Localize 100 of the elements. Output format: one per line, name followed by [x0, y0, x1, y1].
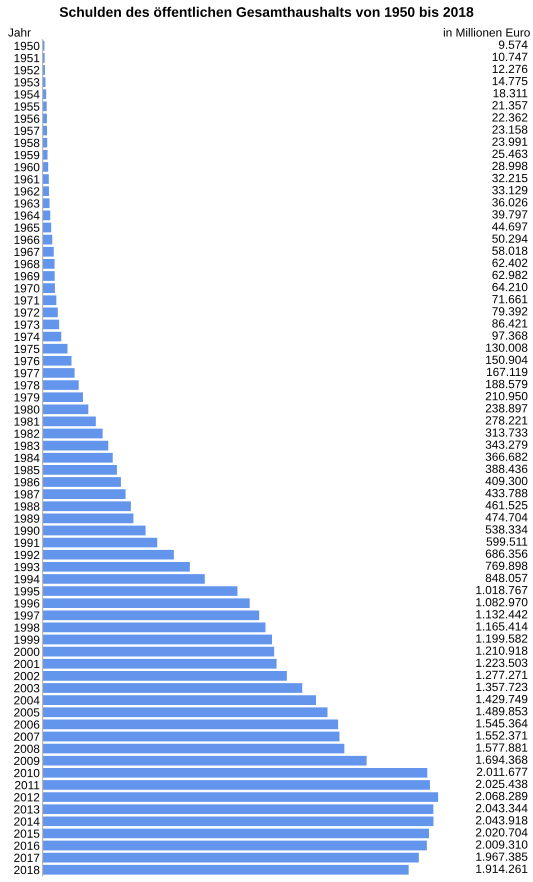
- data-label: 238.897: [486, 404, 528, 412]
- y-tick-label: 1996: [14, 599, 40, 608]
- bar: [42, 392, 83, 402]
- bar: [42, 307, 58, 318]
- data-label: 86.421: [492, 319, 528, 328]
- data-label: 188.579: [486, 380, 528, 388]
- bar: [42, 210, 50, 220]
- y-tick-label: 2006: [14, 720, 40, 729]
- bar: [42, 295, 56, 306]
- y-tick-label: 1990: [14, 526, 40, 535]
- bar: [42, 234, 52, 244]
- y-tick-label: 1958: [14, 138, 40, 148]
- y-tick-label: 2007: [14, 732, 40, 741]
- data-label: 538.334: [486, 525, 528, 534]
- data-label: 1.018.767: [476, 586, 528, 594]
- y-tick-label: 2000: [14, 648, 40, 656]
- data-label: 1.967.385: [476, 852, 528, 861]
- bar: [42, 150, 48, 160]
- bar: [42, 720, 338, 730]
- y-tick-label: 2010: [14, 768, 40, 778]
- bar: [42, 126, 48, 136]
- bar: [42, 562, 190, 572]
- y-tick-label: 2009: [14, 756, 40, 766]
- y-tick-label: 2012: [14, 793, 40, 802]
- y-tick-label: 1971: [14, 296, 40, 305]
- bar: [42, 416, 96, 426]
- bar: [42, 695, 316, 705]
- bar: [42, 586, 238, 596]
- y-tick-label: 1962: [14, 187, 40, 196]
- y-tick-label: 1955: [14, 102, 40, 111]
- data-label: 12.276: [492, 64, 528, 74]
- data-label: 1.132.442: [476, 610, 528, 618]
- data-label: 25.463: [492, 150, 528, 158]
- data-label: 1.914.261: [476, 864, 528, 873]
- data-label: 2.068.289: [476, 792, 528, 800]
- bar: [42, 489, 126, 499]
- bar: [42, 186, 49, 196]
- data-label: 1.210.918: [476, 646, 528, 655]
- y-tick-label: 2014: [14, 817, 40, 826]
- y-tick-label: 1951: [14, 54, 40, 62]
- bar: [42, 440, 108, 450]
- bar: [42, 271, 55, 281]
- data-label: 58.018: [492, 246, 528, 255]
- y-tick-label: 1965: [14, 224, 40, 232]
- bar: [42, 658, 277, 669]
- data-label: 10.747: [492, 52, 528, 62]
- y-tick-label: 2013: [14, 805, 40, 814]
- data-label: 39.797: [492, 210, 528, 219]
- y-tick-label: 1980: [14, 405, 40, 414]
- data-label: 22.362: [492, 113, 528, 122]
- data-label: 409.300: [486, 476, 528, 486]
- y-tick-label: 1998: [14, 623, 40, 632]
- y-tick-label: 2004: [14, 696, 40, 705]
- y-tick-label: 2017: [14, 854, 40, 862]
- y-tick-label: 1991: [14, 538, 40, 547]
- bar: [42, 380, 79, 390]
- bar: [42, 828, 430, 838]
- data-label: 1.082.970: [476, 598, 528, 606]
- data-label: 71.661: [492, 295, 528, 304]
- data-label: 2.020.704: [476, 828, 528, 837]
- bar: [42, 610, 260, 620]
- y-tick-label: 1984: [14, 454, 40, 462]
- data-label: 97.368: [492, 331, 528, 340]
- data-label: 1.577.881: [476, 743, 528, 752]
- y-tick-label: 1957: [14, 126, 40, 135]
- bar: [42, 356, 72, 366]
- y-tick-label: 1979: [14, 393, 40, 402]
- data-label: 23.991: [492, 138, 528, 146]
- y-tick-label: 1986: [14, 478, 40, 486]
- data-label: 366.682: [486, 452, 528, 461]
- data-label: 9.574: [498, 40, 528, 49]
- bar: [42, 550, 174, 560]
- bar: [42, 598, 250, 608]
- y-tick-label: 1977: [14, 368, 40, 378]
- data-label: 2.025.438: [476, 780, 528, 788]
- bar: [42, 780, 430, 790]
- data-label: 79.392: [492, 307, 528, 316]
- y-tick-label: 1992: [14, 550, 40, 560]
- data-label: 1.694.368: [476, 756, 528, 764]
- bar: [42, 792, 438, 802]
- y-tick-label: 1960: [14, 162, 40, 172]
- data-label: 14.775: [492, 77, 528, 86]
- bar: [42, 246, 54, 257]
- bar: [42, 671, 287, 681]
- bar: [42, 477, 121, 487]
- y-tick-label: 1956: [14, 114, 40, 123]
- data-label: 1.199.582: [476, 634, 528, 643]
- y-tick-label: 1966: [14, 236, 40, 244]
- y-axis-title: Jahr: [8, 28, 31, 37]
- y-tick-label: 2015: [14, 829, 40, 838]
- bar: [42, 634, 272, 644]
- y-tick-label: 1989: [14, 514, 40, 523]
- data-label: 1.223.503: [476, 658, 528, 667]
- y-tick-label: 1969: [14, 272, 40, 280]
- bar: [42, 428, 103, 438]
- data-label: 33.129: [492, 186, 528, 194]
- data-label: 150.904: [486, 356, 528, 364]
- bar: [42, 198, 50, 208]
- bar: [42, 840, 427, 850]
- bar: [42, 174, 49, 184]
